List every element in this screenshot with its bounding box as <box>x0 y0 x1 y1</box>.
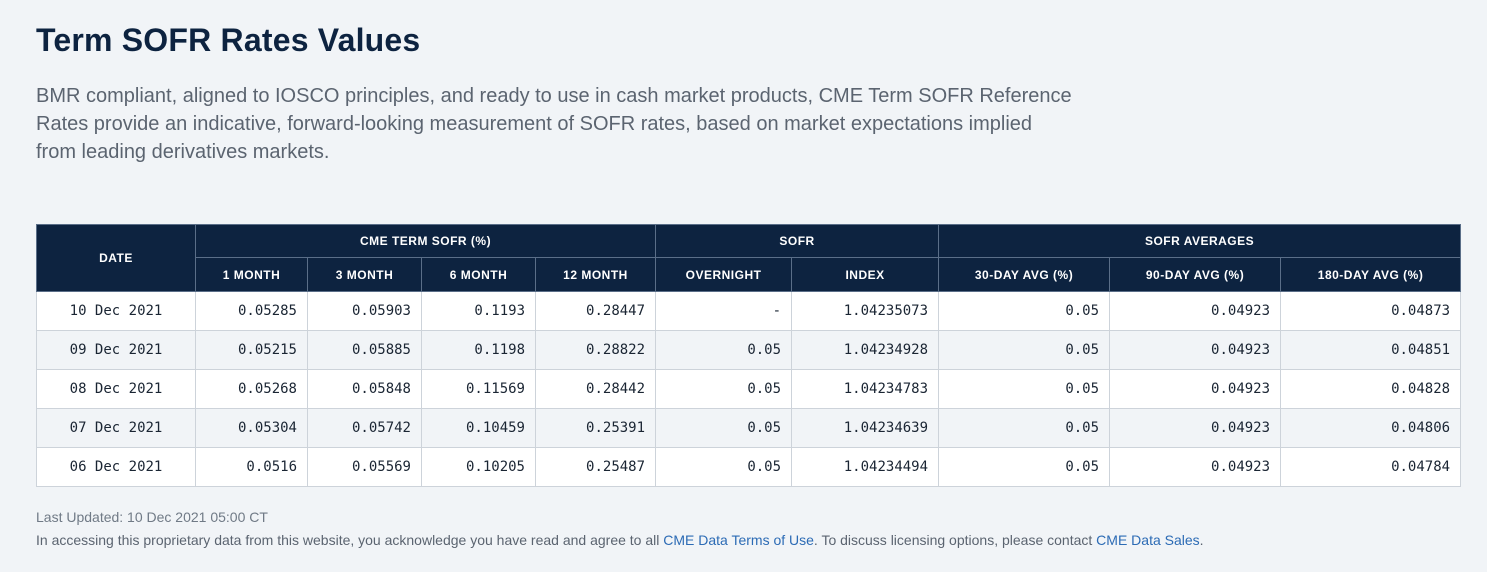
cell-date: 07 Dec 2021 <box>36 408 196 448</box>
terms-note-middle: . To discuss licensing options, please c… <box>813 532 1097 548</box>
cell-overnight: 0.05 <box>655 369 793 409</box>
terms-of-use-link[interactable]: CME Data Terms of Use <box>663 532 814 548</box>
cell-180-day-avg: 0.04806 <box>1280 408 1462 448</box>
page-description: BMR compliant, aligned to IOSCO principl… <box>36 85 1072 163</box>
header-1-month: 1 MONTH <box>195 257 308 292</box>
cell-6-month: 0.10205 <box>421 447 536 487</box>
cell-30-day-avg: 0.05 <box>938 447 1111 487</box>
cell-3-month: 0.05848 <box>307 369 422 409</box>
cell-180-day-avg: 0.04828 <box>1280 369 1462 409</box>
cell-overnight: - <box>655 291 793 331</box>
header-index: INDEX <box>791 257 940 292</box>
cell-30-day-avg: 0.05 <box>938 330 1111 370</box>
cell-index: 1.04234928 <box>791 330 940 370</box>
terms-note: In accessing this proprietary data from … <box>36 529 1204 552</box>
cell-overnight: 0.05 <box>655 408 793 448</box>
cell-90-day-avg: 0.04923 <box>1109 369 1282 409</box>
cell-90-day-avg: 0.04923 <box>1109 447 1282 487</box>
cell-date: 08 Dec 2021 <box>36 369 196 409</box>
table-row: 08 Dec 2021 0.05268 0.05848 0.11569 0.28… <box>36 369 1462 409</box>
table-row: 06 Dec 2021 0.0516 0.05569 0.10205 0.254… <box>36 447 1462 487</box>
cell-date: 10 Dec 2021 <box>36 291 196 331</box>
header-90-day-avg: 90-DAY AVG (%) <box>1109 257 1282 292</box>
cell-6-month: 0.1193 <box>421 291 536 331</box>
cell-1-month: 0.05215 <box>195 330 308 370</box>
header-6-month: 6 MONTH <box>421 257 536 292</box>
cell-1-month: 0.0516 <box>195 447 308 487</box>
cell-6-month: 0.10459 <box>421 408 536 448</box>
cell-index: 1.04234639 <box>791 408 940 448</box>
cell-6-month: 0.1198 <box>421 330 536 370</box>
cell-30-day-avg: 0.05 <box>938 408 1111 448</box>
cell-3-month: 0.05742 <box>307 408 422 448</box>
cell-date: 09 Dec 2021 <box>36 330 196 370</box>
cell-index: 1.04234494 <box>791 447 940 487</box>
cell-index: 1.04235073 <box>791 291 940 331</box>
terms-note-prefix: In accessing this proprietary data from … <box>36 532 664 548</box>
header-group-term-sofr: CME TERM SOFR (%) <box>194 224 657 258</box>
cell-overnight: 0.05 <box>655 330 793 370</box>
cell-90-day-avg: 0.04923 <box>1109 408 1282 448</box>
cell-30-day-avg: 0.05 <box>938 369 1111 409</box>
cell-1-month: 0.05304 <box>195 408 308 448</box>
header-12-month: 12 MONTH <box>534 257 657 292</box>
header-group-sofr-averages: SOFR AVERAGES <box>938 224 1462 258</box>
cell-12-month: 0.25391 <box>534 408 657 448</box>
cell-12-month: 0.25487 <box>534 447 657 487</box>
cell-3-month: 0.05903 <box>307 291 422 331</box>
header-30-day-avg: 30-DAY AVG (%) <box>938 257 1111 292</box>
page-title: Term SOFR Rates Values <box>36 22 421 58</box>
table-row: 10 Dec 2021 0.05285 0.05903 0.1193 0.284… <box>36 291 1462 331</box>
cell-90-day-avg: 0.04923 <box>1109 330 1282 370</box>
terms-note-suffix: . <box>1199 532 1204 548</box>
header-overnight: OVERNIGHT <box>655 257 793 292</box>
cell-3-month: 0.05885 <box>307 330 422 370</box>
last-updated: Last Updated: 10 Dec 2021 05:00 CT <box>36 509 268 525</box>
cell-overnight: 0.05 <box>655 447 793 487</box>
cell-180-day-avg: 0.04784 <box>1280 447 1462 487</box>
cell-1-month: 0.05285 <box>195 291 308 331</box>
cell-6-month: 0.11569 <box>421 369 536 409</box>
header-group-sofr: SOFR <box>655 224 940 258</box>
cell-180-day-avg: 0.04873 <box>1280 291 1462 331</box>
header-180-day-avg: 180-DAY AVG (%) <box>1280 257 1462 292</box>
cell-180-day-avg: 0.04851 <box>1280 330 1462 370</box>
cell-date: 06 Dec 2021 <box>36 447 196 487</box>
cell-12-month: 0.28822 <box>534 330 657 370</box>
cell-1-month: 0.05268 <box>195 369 308 409</box>
sofr-rates-table: DATE CME TERM SOFR (%) SOFR SOFR AVERAGE… <box>36 224 1462 487</box>
footer: Last Updated: 10 Dec 2021 05:00 CT In ac… <box>36 506 1204 552</box>
header-date: DATE <box>36 224 196 292</box>
cell-90-day-avg: 0.04923 <box>1109 291 1282 331</box>
table-row: 07 Dec 2021 0.05304 0.05742 0.10459 0.25… <box>36 408 1462 448</box>
header-3-month: 3 MONTH <box>307 257 422 292</box>
cell-12-month: 0.28442 <box>534 369 657 409</box>
data-sales-link[interactable]: CME Data Sales <box>1096 532 1200 548</box>
cell-index: 1.04234783 <box>791 369 940 409</box>
cell-30-day-avg: 0.05 <box>938 291 1111 331</box>
table-row: 09 Dec 2021 0.05215 0.05885 0.1198 0.288… <box>36 330 1462 370</box>
cell-12-month: 0.28447 <box>534 291 657 331</box>
cell-3-month: 0.05569 <box>307 447 422 487</box>
